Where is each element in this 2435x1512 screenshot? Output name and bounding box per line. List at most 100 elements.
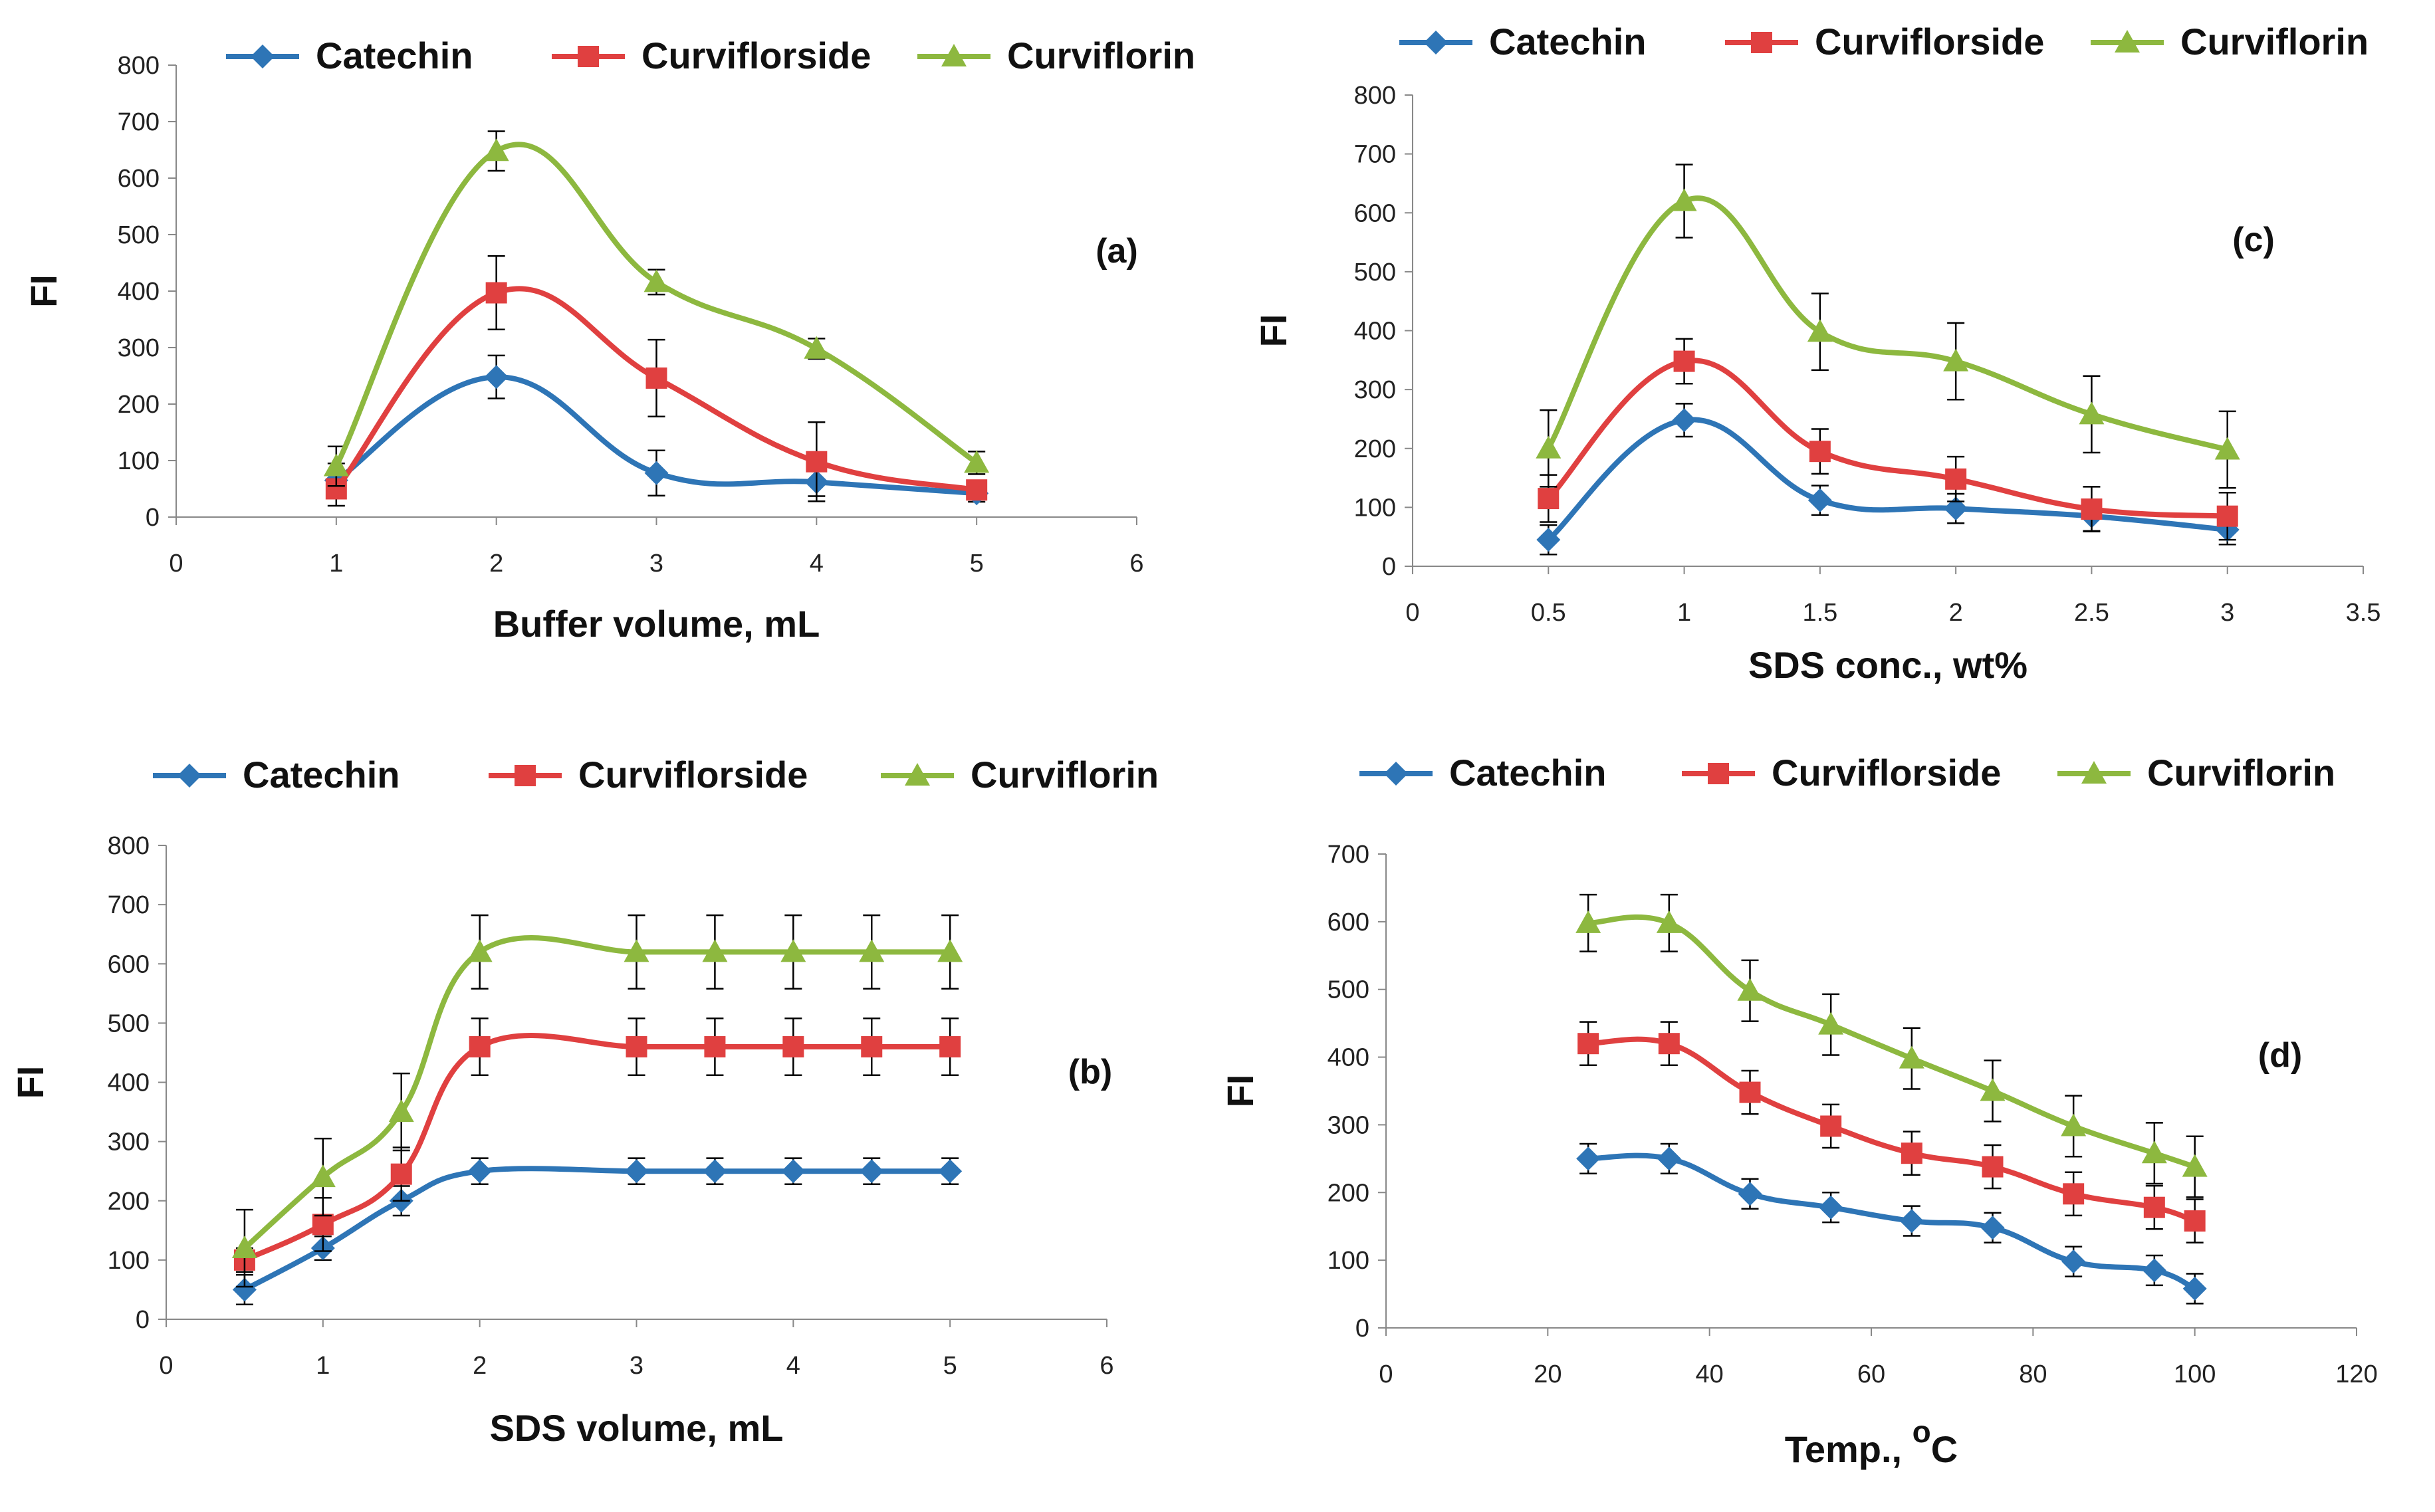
y-tick-label: 100 bbox=[118, 447, 160, 475]
data-point-catechin bbox=[1807, 488, 1832, 512]
series-line-curviflorin bbox=[1588, 914, 2196, 1170]
x-tick-label: 1 bbox=[1677, 599, 1691, 627]
data-point-curviflorin bbox=[643, 269, 669, 292]
y-tick-label: 300 bbox=[1328, 1111, 1369, 1139]
data-point-curviflorside bbox=[2081, 498, 2103, 520]
legend-marker bbox=[941, 44, 967, 66]
data-point-curviflorside bbox=[966, 479, 988, 501]
y-tick-label: 500 bbox=[1328, 976, 1369, 1004]
data-point-catechin bbox=[938, 1159, 963, 1184]
data-point-curviflorin bbox=[859, 939, 885, 962]
data-point-curviflorside bbox=[806, 451, 828, 473]
y-axis-label: FI bbox=[1219, 1075, 1261, 1108]
y-tick-label: 400 bbox=[1328, 1044, 1369, 1072]
legend-marker bbox=[578, 46, 599, 67]
series-line-catechin bbox=[1588, 1152, 2196, 1291]
data-point-curviflorin bbox=[2061, 1113, 2087, 1136]
x-tick-label: 40 bbox=[1696, 1360, 1724, 1388]
data-point-curviflorin bbox=[2182, 1154, 2208, 1177]
data-point-curviflorside bbox=[1982, 1156, 2004, 1178]
y-tick-label: 0 bbox=[136, 1306, 150, 1334]
legend-marker bbox=[177, 764, 201, 788]
data-point-curviflorin bbox=[964, 450, 990, 473]
data-point-catechin bbox=[1672, 408, 1696, 433]
data-point-catechin bbox=[644, 461, 669, 485]
legend-marker bbox=[905, 763, 930, 786]
data-point-catechin bbox=[860, 1159, 884, 1184]
x-tick-label: 1 bbox=[329, 550, 343, 578]
y-tick-label: 600 bbox=[1328, 909, 1369, 936]
y-tick-label: 800 bbox=[1354, 82, 1396, 110]
data-point-curviflorin bbox=[1807, 319, 1833, 342]
legend-label: Curviflorin bbox=[971, 754, 1159, 796]
x-tick-label: 120 bbox=[2335, 1360, 2377, 1388]
y-axis-label: FI bbox=[23, 274, 64, 308]
y-tick-label: 300 bbox=[118, 334, 160, 362]
x-tick-label: 0 bbox=[1379, 1360, 1393, 1388]
data-point-curviflorin bbox=[2214, 437, 2240, 460]
x-tick-label: 100 bbox=[2174, 1360, 2216, 1388]
data-point-curviflorside bbox=[1538, 488, 1560, 510]
data-point-curviflorside bbox=[1658, 1033, 1680, 1055]
legend-label: Curviflorside bbox=[1815, 21, 2044, 62]
data-point-curviflorin bbox=[467, 939, 493, 962]
y-tick-label: 0 bbox=[1355, 1315, 1369, 1343]
x-axis-label: Buffer volume, mL bbox=[493, 603, 820, 645]
data-point-curviflorin bbox=[483, 138, 509, 162]
data-point-curviflorin bbox=[388, 1099, 414, 1123]
data-point-catechin bbox=[624, 1159, 649, 1184]
x-tick-label: 0.5 bbox=[1531, 599, 1566, 627]
series-line-curviflorside bbox=[334, 286, 977, 493]
x-axis-label-unit: C bbox=[1931, 1428, 1958, 1470]
data-point-curviflorside bbox=[2184, 1210, 2206, 1232]
data-point-curviflorside bbox=[390, 1163, 412, 1185]
data-point-curviflorside bbox=[626, 1036, 647, 1058]
data-point-curviflorside bbox=[1901, 1142, 1922, 1164]
y-tick-label: 0 bbox=[1382, 553, 1396, 581]
data-point-curviflorside bbox=[469, 1036, 491, 1058]
legend-marker bbox=[251, 45, 275, 68]
x-tick-label: 2 bbox=[473, 1352, 487, 1380]
y-tick-label: 700 bbox=[108, 891, 150, 919]
y-tick-label: 800 bbox=[108, 832, 150, 860]
y-tick-label: 600 bbox=[118, 165, 160, 193]
data-point-catechin bbox=[232, 1277, 257, 1302]
data-point-curviflorside bbox=[1577, 1033, 1599, 1055]
panel-label: (b) bbox=[1068, 1053, 1112, 1091]
data-point-catechin bbox=[2061, 1249, 2086, 1274]
data-point-curviflorin bbox=[780, 939, 806, 962]
data-point-catechin bbox=[2142, 1258, 2166, 1283]
x-tick-label: 1 bbox=[316, 1352, 330, 1380]
x-tick-label: 2.5 bbox=[2074, 599, 2109, 627]
chart-panel-a: 0 100 200 300 400 500 600 700 800 0 1 2 3 4 5 6 Buffer v… bbox=[23, 35, 1195, 645]
legend-marker bbox=[2115, 30, 2140, 53]
series-line-curviflorside bbox=[1588, 1036, 2196, 1224]
data-point-curviflorside bbox=[1820, 1115, 1842, 1137]
legend-marker bbox=[515, 765, 536, 786]
series-line-curviflorin bbox=[1546, 195, 2228, 453]
x-axis-label: SDS conc., wt% bbox=[1748, 644, 2028, 686]
y-tick-label: 500 bbox=[118, 221, 160, 249]
x-tick-label: 1.5 bbox=[1802, 599, 1837, 627]
legend-label: Curviflorside bbox=[578, 754, 808, 796]
data-point-curviflorin bbox=[1943, 348, 1969, 372]
y-tick-label: 700 bbox=[1354, 141, 1396, 169]
legend-marker bbox=[1708, 763, 1729, 784]
y-tick-label: 200 bbox=[1328, 1179, 1369, 1207]
panel-label: (c) bbox=[2232, 221, 2275, 259]
legend-label: Catechin bbox=[316, 35, 473, 76]
data-point-curviflorside bbox=[861, 1036, 883, 1058]
data-point-curviflorside bbox=[2216, 505, 2238, 527]
x-tick-label: 5 bbox=[970, 550, 984, 578]
y-tick-label: 100 bbox=[108, 1247, 150, 1275]
y-tick-label: 0 bbox=[146, 504, 160, 532]
y-tick-label: 600 bbox=[108, 950, 150, 978]
x-tick-label: 3 bbox=[2220, 599, 2234, 627]
data-point-catechin bbox=[467, 1159, 492, 1184]
series-line-curviflorside bbox=[243, 1033, 951, 1263]
data-point-curviflorin bbox=[1737, 978, 1763, 1001]
chart-panel-d: 0 100 200 300 400 500 600 700 0 20 40 60 80 100 120 Tem… bbox=[1219, 752, 2378, 1470]
legend-label: Catechin bbox=[1489, 21, 1647, 62]
legend-marker bbox=[1424, 31, 1448, 54]
data-point-curviflorin bbox=[310, 1164, 336, 1188]
